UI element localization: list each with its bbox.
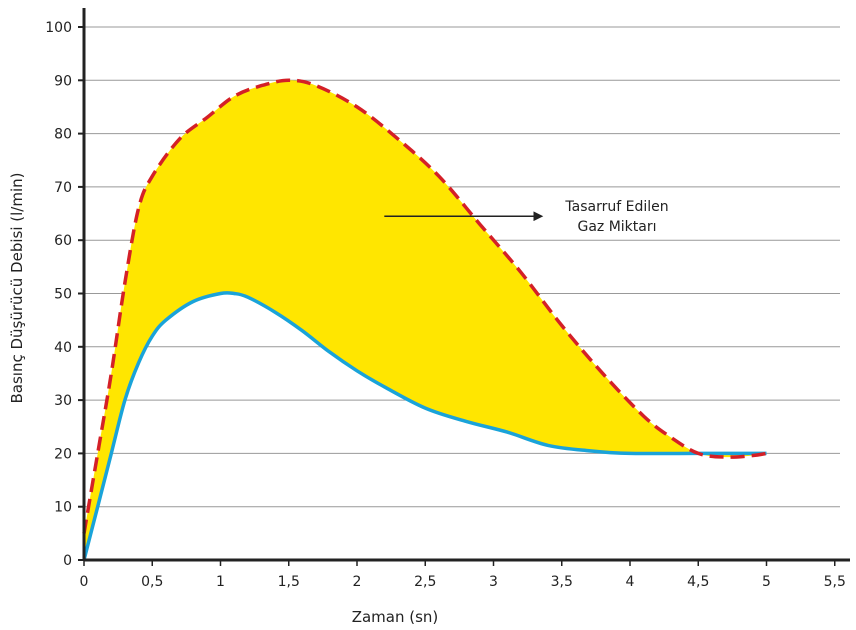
annotation-line-2: Gaz Miktarı: [577, 219, 656, 235]
y-tick-label: 30: [54, 393, 72, 409]
y-axis-title: Basınç Düşürücü Debisi (l/min): [8, 173, 26, 404]
x-tick-label: 3,5: [551, 574, 573, 590]
y-tick-label: 20: [54, 446, 72, 462]
y-tick-label: 90: [54, 73, 72, 89]
y-tick-label: 0: [63, 553, 72, 569]
savings-area: [84, 80, 767, 561]
x-tick-label: 4: [626, 574, 635, 590]
x-tick-label: 3: [489, 574, 498, 590]
y-tick-label: 10: [54, 500, 72, 516]
y-tick-label: 80: [54, 127, 72, 143]
savings-area-layer: [84, 80, 767, 561]
x-tick-label: 1: [216, 574, 225, 590]
y-tick-label: 70: [54, 180, 72, 196]
x-tick-label: 5: [762, 574, 771, 590]
annotation-line-1: Tasarruf Edilen: [564, 199, 668, 215]
y-tick-label: 40: [54, 340, 72, 356]
y-tick-label: 60: [54, 233, 72, 249]
x-tick-label: 0,5: [141, 574, 163, 590]
x-tick-label: 2,5: [414, 574, 436, 590]
series-line-dashed: [82, 78, 767, 534]
x-tick-label: 1,5: [278, 574, 300, 590]
x-tick-label: 0: [80, 574, 89, 590]
annotation: Tasarruf Edilen Gaz Miktarı: [384, 199, 669, 235]
x-tick-label: 2: [353, 574, 362, 590]
x-tick-label: 4,5: [687, 574, 709, 590]
x-axis-title: Zaman (sn): [352, 608, 439, 626]
y-tick-label: 50: [54, 287, 72, 303]
y-tick-label: 100: [45, 20, 72, 36]
x-tick-label: 5,5: [824, 574, 846, 590]
series-line-solid: [82, 291, 767, 561]
series-layer: [82, 78, 767, 561]
axes: 0 10 20 30 40 50 60 70 80 90 100 0 0,5 1 1,5 2 2,5 3 3,5 4 4…: [45, 8, 850, 590]
